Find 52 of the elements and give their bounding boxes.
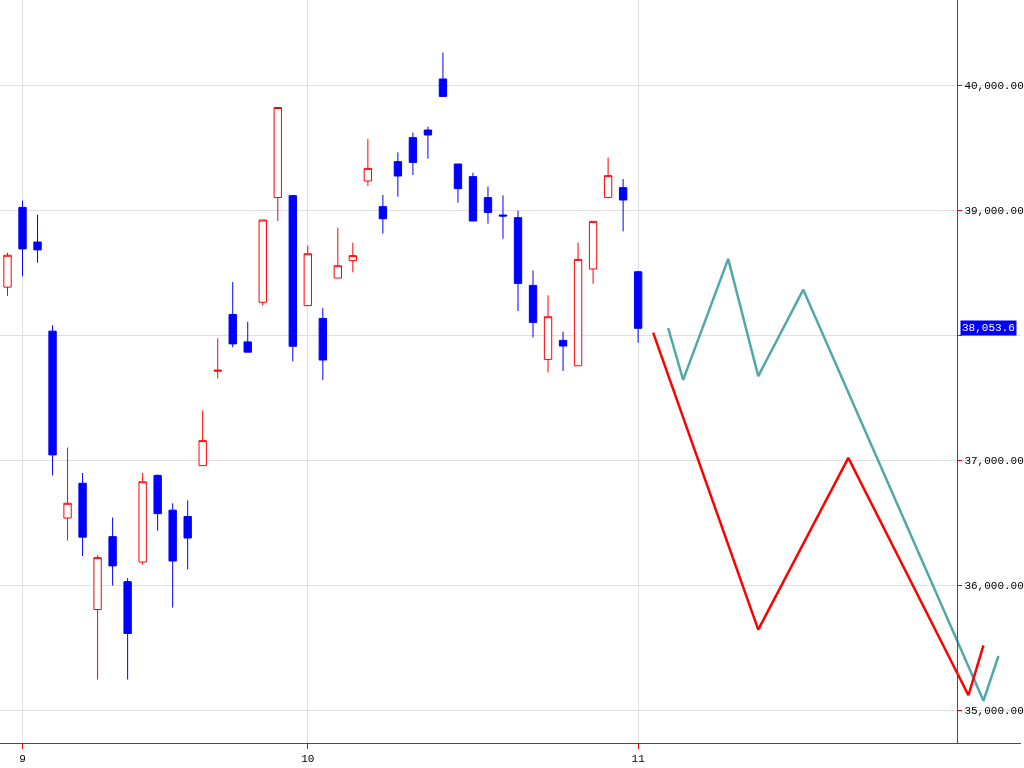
candlestick [153, 474, 162, 532]
candlestick [513, 210, 523, 312]
candlestick [618, 178, 628, 232]
candlestick [258, 219, 267, 307]
candlestick [423, 126, 433, 160]
candlestick [243, 321, 252, 353]
candlestick [273, 107, 282, 222]
candlestick [228, 281, 237, 348]
candlestick [363, 138, 373, 187]
candlestick [543, 294, 553, 373]
x-tick-label: 10 [301, 753, 315, 766]
y-tick-label: 39,000.00 [964, 204, 1024, 217]
candlestick [93, 554, 102, 680]
y-tick-label: 35,000.00 [964, 704, 1024, 717]
candlestick [198, 409, 207, 467]
candlestick [438, 52, 448, 97]
candlestick [213, 337, 222, 379]
candlestick [288, 195, 297, 362]
candlestick [573, 242, 583, 367]
candlestick [468, 172, 478, 222]
candlestick [348, 242, 358, 273]
candlestick [498, 194, 508, 240]
annotation: 38,053.6 [962, 322, 1015, 334]
candlestick [108, 517, 117, 586]
candlestick [303, 245, 312, 307]
candlestick [528, 269, 538, 338]
candlestick [378, 194, 388, 235]
candlestick [183, 499, 192, 570]
candlestick [333, 227, 343, 279]
candlestick [18, 200, 27, 277]
candlestick [33, 214, 42, 264]
candlestick [138, 472, 147, 565]
candlestick [588, 220, 598, 285]
candlestick [48, 324, 57, 476]
candlestick [558, 331, 568, 372]
candlestick [123, 577, 132, 680]
candlestick [603, 157, 613, 199]
y-tick-label: 40,000.00 [964, 79, 1024, 92]
candlestick [633, 270, 643, 344]
candlestick [393, 151, 403, 198]
candlestick [318, 307, 327, 381]
candlestick [483, 186, 493, 225]
y-tick-label: 37,000.00 [964, 454, 1024, 467]
candlestick [408, 132, 418, 176]
candlestick [63, 447, 72, 541]
candlestick [453, 163, 463, 204]
candlestick [3, 252, 12, 297]
candlestick [168, 502, 177, 608]
candlestick [78, 472, 87, 557]
x-tick-label: 11 [631, 753, 646, 766]
x-tick-label: 9 [19, 753, 26, 766]
y-tick-label: 36,000.00 [964, 579, 1024, 592]
